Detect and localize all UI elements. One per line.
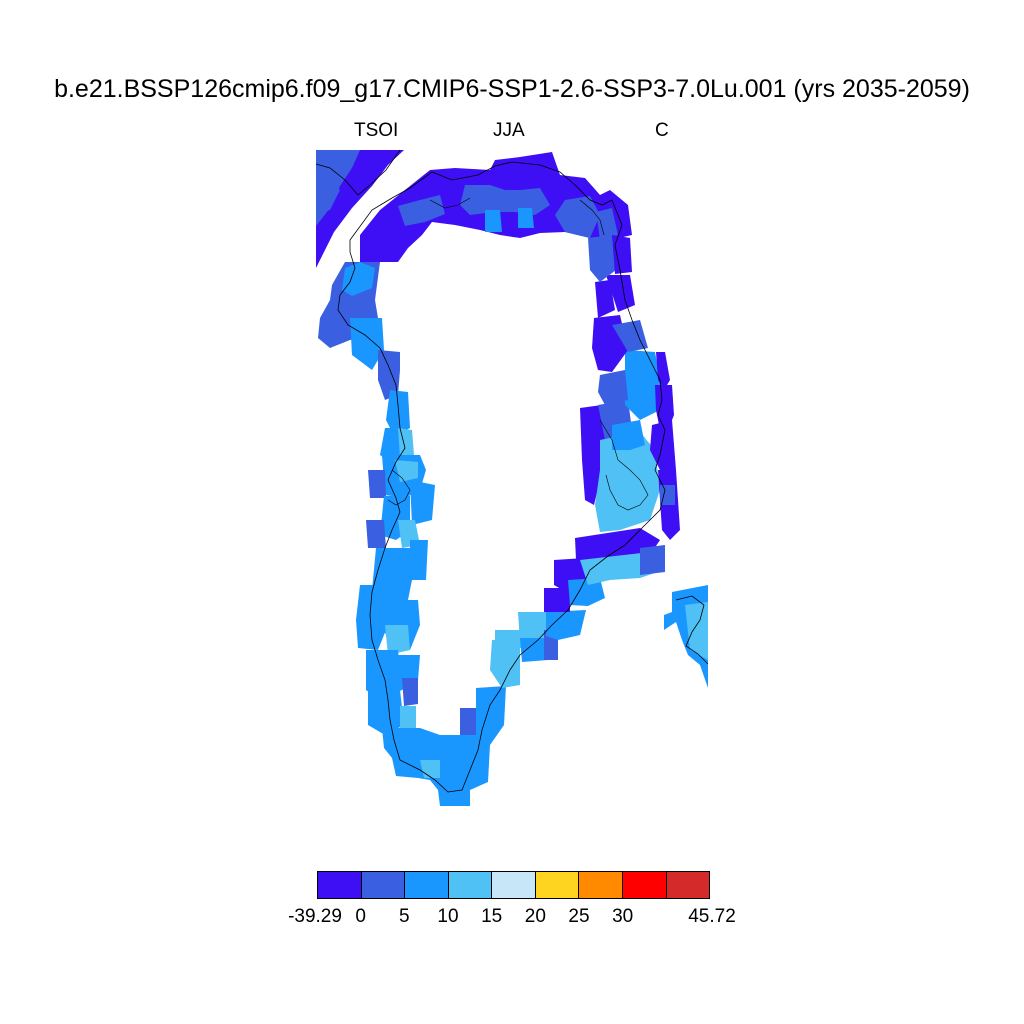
colorbar	[317, 871, 710, 899]
colorbar-label: 45.72	[688, 906, 736, 927]
season-label: JJA	[493, 120, 525, 141]
map-cell	[640, 545, 665, 575]
map-cell	[368, 690, 404, 735]
map-cell	[368, 470, 386, 498]
inner-coast-detail	[387, 197, 649, 511]
colorbar-box	[666, 872, 710, 898]
map-cell	[520, 638, 548, 662]
map-cell	[380, 428, 404, 462]
map-cell	[460, 185, 550, 215]
colorbar-box	[405, 872, 449, 898]
map-cell	[366, 650, 402, 700]
map-cell	[398, 195, 445, 226]
map-cell	[386, 390, 410, 436]
variable-label: TSOI	[354, 120, 399, 141]
map-cell	[606, 275, 635, 312]
map-cell	[518, 612, 548, 642]
map-cell	[596, 208, 618, 240]
map-cell	[342, 262, 375, 296]
map-cell	[378, 350, 400, 400]
map-cells	[316, 150, 708, 806]
map-cell	[410, 540, 428, 580]
map-cell	[476, 686, 506, 745]
colorbar-box	[448, 872, 493, 898]
map-cell	[385, 625, 410, 655]
colorbar-box	[492, 872, 536, 898]
map-cell	[612, 235, 632, 274]
colorbar-label: 5	[399, 906, 410, 927]
map-cell	[544, 588, 570, 612]
colorbar-label: 10	[437, 906, 459, 927]
colorbar-label: 20	[524, 906, 546, 927]
colorbar-box	[535, 872, 580, 898]
colorbar-label: 30	[612, 906, 634, 927]
coastline	[315, 149, 709, 793]
colorbar-box	[622, 872, 667, 898]
map-cell	[460, 708, 476, 735]
map-cell	[356, 585, 390, 650]
map-cell	[485, 210, 502, 232]
map-cell	[612, 420, 645, 450]
colorbar-label: 15	[481, 906, 503, 927]
map-cell	[518, 208, 534, 228]
map-cell	[660, 485, 675, 505]
colorbar-box	[361, 872, 406, 898]
map-cell	[546, 610, 586, 640]
map-cell	[395, 460, 418, 482]
map-cell	[625, 350, 660, 420]
colorbar-box	[579, 872, 623, 898]
map-cell	[595, 432, 660, 532]
colorbar-label: 0	[355, 906, 366, 927]
map-cell	[490, 640, 520, 688]
map-cell	[568, 578, 605, 606]
map-cell	[598, 370, 628, 405]
map-cell	[398, 428, 414, 458]
map-cell	[402, 678, 418, 706]
map-cell	[588, 235, 616, 282]
map-cell	[410, 480, 435, 525]
map-cell	[650, 420, 676, 480]
map-cell	[595, 280, 615, 318]
units-label: C	[655, 120, 669, 141]
colorbar-label: -39.29	[288, 906, 342, 927]
plot-title: b.e21.BSSP126cmip6.f09_g17.CMIP6-SSP1-2.…	[54, 75, 970, 103]
map-cell	[322, 300, 352, 340]
map-cell	[366, 520, 386, 548]
map-cell	[400, 706, 416, 730]
map-cell	[555, 196, 600, 238]
map-cell	[495, 630, 522, 648]
colorbar-label: 25	[568, 906, 590, 927]
colorbar-box	[318, 872, 362, 898]
map-cell	[685, 602, 708, 660]
map-cell	[316, 182, 340, 214]
map-cell	[612, 320, 648, 352]
map-cell	[656, 352, 670, 390]
